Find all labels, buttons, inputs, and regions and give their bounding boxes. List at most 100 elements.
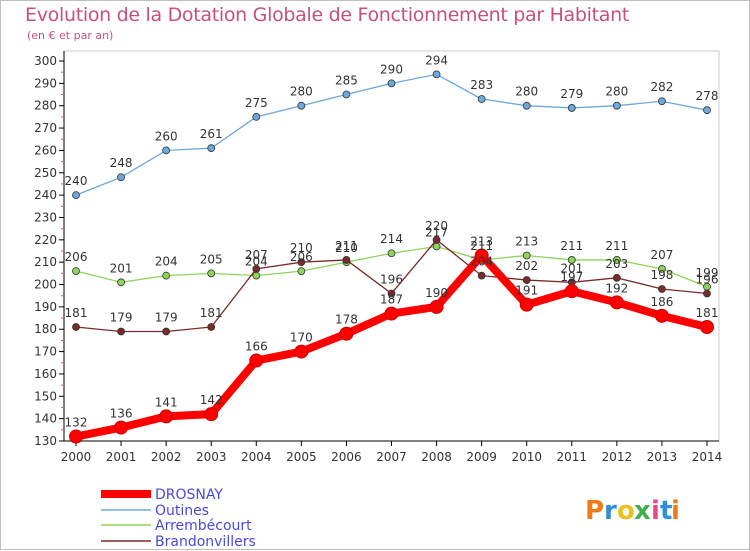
- data-point: [609, 295, 624, 310]
- data-label: 196: [380, 272, 403, 286]
- data-label: 211: [470, 239, 493, 253]
- data-point: [429, 299, 444, 314]
- data-label: 179: [155, 310, 178, 324]
- data-label: 240: [65, 174, 88, 188]
- data-point: [522, 276, 531, 284]
- x-tick-label: 2010: [511, 450, 542, 464]
- chart-subtitle: (en € et par an): [27, 29, 114, 42]
- data-label: 280: [290, 85, 313, 99]
- data-point: [249, 353, 264, 368]
- legend-label: Brandonvillers: [155, 534, 256, 550]
- data-label: 178: [335, 313, 358, 327]
- x-tick-label: 2005: [286, 450, 317, 464]
- data-label: 278: [696, 89, 719, 103]
- data-label: 192: [605, 281, 628, 295]
- data-label: 211: [335, 239, 358, 253]
- data-point: [477, 271, 486, 280]
- legend-label: DROSNAY: [155, 487, 223, 503]
- data-point: [612, 256, 621, 264]
- data-point: [432, 242, 441, 251]
- data-label: 170: [290, 331, 313, 345]
- data-point: [252, 264, 261, 273]
- data-label: 280: [605, 85, 628, 99]
- data-point: [297, 101, 306, 110]
- logo-letter: i: [651, 496, 660, 526]
- logo-letter: o: [617, 496, 635, 526]
- data-label: 211: [560, 239, 583, 253]
- data-label: 197: [560, 270, 583, 284]
- data-label: 181: [200, 306, 223, 320]
- data-label: 132: [65, 416, 88, 430]
- y-tick-label: 210: [34, 255, 57, 269]
- data-point: [207, 269, 216, 278]
- data-label: 186: [650, 295, 673, 309]
- data-label: 181: [696, 306, 719, 320]
- data-point: [294, 344, 309, 359]
- data-label: 203: [605, 257, 628, 271]
- data-label: 201: [110, 261, 133, 275]
- data-label: 207: [245, 248, 268, 262]
- data-label: 280: [515, 85, 538, 99]
- data-point: [477, 95, 486, 103]
- data-point: [72, 323, 80, 331]
- data-label: 206: [65, 250, 88, 264]
- data-label: 166: [245, 340, 268, 354]
- x-tick-label: 2003: [196, 450, 227, 464]
- y-tick-label: 280: [34, 99, 57, 113]
- logo-letter: t: [660, 496, 672, 526]
- x-tick-label: 2014: [692, 450, 723, 464]
- data-point: [474, 248, 489, 263]
- x-tick-label: 2001: [106, 450, 137, 464]
- data-point: [252, 112, 261, 121]
- data-label: 210: [290, 241, 313, 255]
- data-label: 196: [696, 272, 719, 286]
- x-tick-label: 2007: [376, 450, 407, 464]
- data-point: [519, 297, 534, 312]
- data-point: [612, 273, 621, 282]
- data-point: [117, 173, 125, 182]
- y-tick-label: 300: [34, 54, 57, 68]
- data-point: [204, 407, 219, 422]
- y-tick-label: 240: [34, 188, 57, 202]
- data-label: 136: [110, 407, 133, 421]
- data-point: [117, 278, 125, 287]
- data-label: 206: [290, 250, 313, 264]
- data-label: 283: [470, 78, 493, 92]
- data-point: [207, 144, 216, 153]
- data-point: [567, 256, 576, 264]
- data-point: [297, 267, 306, 276]
- data-label: 179: [110, 310, 133, 324]
- data-label: 201: [560, 261, 583, 275]
- data-point: [658, 97, 666, 106]
- series-layer: [69, 70, 714, 444]
- data-label: 207: [650, 248, 673, 262]
- x-tick-label: 2006: [331, 450, 362, 464]
- x-tick-label: 2004: [241, 450, 272, 464]
- y-tick-label: 170: [34, 345, 57, 359]
- data-point: [342, 90, 351, 99]
- data-label: 260: [155, 129, 178, 143]
- data-point: [69, 429, 83, 444]
- y-tick-label: 270: [34, 121, 57, 135]
- data-point: [432, 235, 441, 244]
- data-label: 190: [425, 286, 448, 300]
- data-point: [522, 251, 531, 260]
- data-point: [387, 249, 396, 258]
- data-point: [703, 106, 711, 115]
- data-label: 204: [245, 255, 268, 269]
- legend-label: Outines: [155, 503, 209, 519]
- data-point: [522, 101, 531, 110]
- data-label: 217: [425, 226, 448, 240]
- data-point: [252, 271, 261, 280]
- data-point: [72, 267, 80, 276]
- data-label: 261: [200, 127, 223, 141]
- y-tick-label: 150: [34, 389, 57, 403]
- data-point: [342, 256, 351, 264]
- y-tick-label: 140: [34, 412, 57, 426]
- x-tick-label: 2002: [151, 450, 182, 464]
- data-label: 141: [155, 395, 178, 409]
- y-tick-label: 230: [34, 210, 57, 224]
- data-point: [432, 70, 441, 79]
